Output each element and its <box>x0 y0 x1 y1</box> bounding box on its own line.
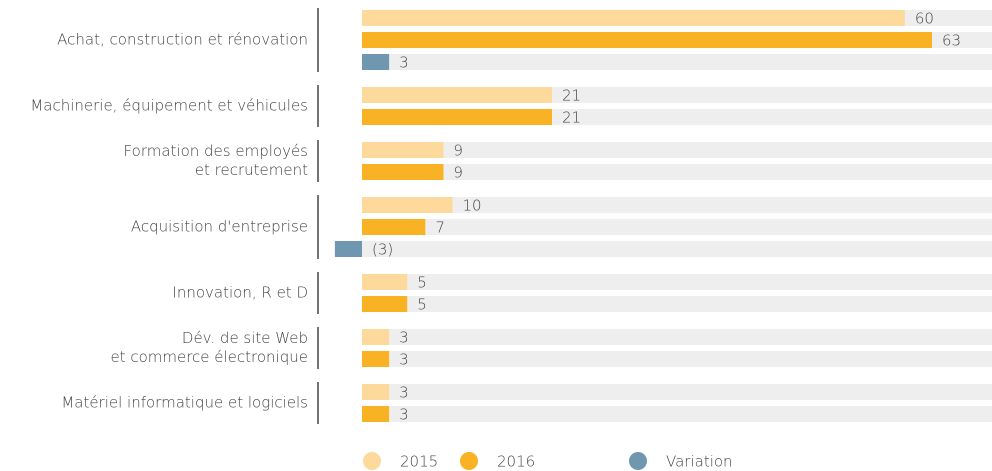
bar <box>362 406 390 422</box>
bar <box>362 109 552 125</box>
legend-swatch <box>629 452 647 470</box>
track <box>362 241 992 257</box>
bar <box>334 241 362 257</box>
data-label: 21 <box>562 87 581 105</box>
data-label: 9 <box>453 164 463 182</box>
bar <box>362 164 444 180</box>
legend-label: 2015 <box>400 453 438 471</box>
data-label: 60 <box>915 10 934 28</box>
track <box>362 54 992 70</box>
bar <box>362 351 390 367</box>
data-label: 10 <box>462 197 481 215</box>
track <box>362 296 992 312</box>
data-label: 3 <box>399 384 409 402</box>
legend-swatch <box>363 452 381 470</box>
bar <box>362 87 552 103</box>
data-label: 9 <box>453 142 463 160</box>
track <box>362 142 992 158</box>
bar <box>362 296 408 312</box>
legend-label: 2016 <box>497 453 535 471</box>
track <box>362 219 992 235</box>
data-label: 3 <box>399 406 409 424</box>
data-label: 3 <box>399 351 409 369</box>
track <box>362 164 992 180</box>
category-label: Innovation, R et D <box>172 283 308 302</box>
track <box>362 351 992 367</box>
category-label: Dév. de site Web et commerce électroniqu… <box>110 329 308 366</box>
data-label: 3 <box>399 329 409 347</box>
category-label: Formation des employés et recrutement <box>123 142 308 179</box>
data-label: 5 <box>417 296 427 314</box>
legend-label: Variation <box>666 453 733 471</box>
track <box>362 384 992 400</box>
category-label: Matériel informatique et logiciels <box>61 393 308 412</box>
bar <box>362 197 453 213</box>
bar <box>362 219 426 235</box>
data-label: (3) <box>372 241 393 259</box>
track <box>362 406 992 422</box>
data-label: 5 <box>417 274 427 292</box>
bar <box>362 142 444 158</box>
track <box>362 197 992 213</box>
data-label: 7 <box>435 219 445 237</box>
data-label: 63 <box>942 32 961 50</box>
bar <box>362 32 932 48</box>
bar <box>362 54 390 70</box>
data-label: 21 <box>562 109 581 127</box>
track <box>362 274 992 290</box>
bar <box>362 329 390 345</box>
bar <box>362 274 408 290</box>
legend-swatch <box>460 452 478 470</box>
bar <box>362 384 390 400</box>
category-label: Acquisition d'entreprise <box>130 217 308 236</box>
bar <box>362 10 905 26</box>
category-label: Machinerie, équipement et véhicules <box>30 96 308 115</box>
category-label: Achat, construction et rénovation <box>57 30 308 49</box>
data-label: 3 <box>399 54 409 72</box>
track <box>362 329 992 345</box>
